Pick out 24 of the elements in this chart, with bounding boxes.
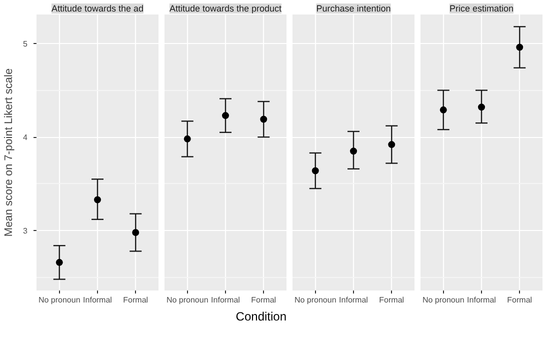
x-tick-label: Informal — [339, 296, 368, 304]
x-tick-label: Formal — [251, 296, 276, 304]
x-tick-label: Informal — [83, 296, 112, 304]
chart-title: Price estimation — [449, 4, 514, 14]
x-tick-label: Formal — [507, 296, 532, 304]
y-tick-label: 3 — [23, 226, 28, 236]
x-tick-label: No pronoun — [422, 296, 464, 304]
x-axis-title: Condition — [236, 310, 286, 324]
chart-title: Purchase intention — [316, 4, 391, 14]
x-tick-label: Informal — [211, 296, 240, 304]
chart-title: Attitude towards the ad — [51, 4, 144, 14]
x-tick-label: No pronoun — [166, 296, 208, 304]
chart-title: Attitude towards the product — [169, 4, 282, 14]
x-tick-label: Formal — [379, 296, 404, 304]
y-tick-label: 5 — [23, 40, 28, 49]
y-tick-label: 4 — [23, 133, 28, 142]
point — [132, 229, 140, 236]
y-axis-title: Mean score on 7-point Likert scale — [3, 68, 16, 237]
x-tick-label: Informal — [467, 296, 496, 304]
x-tick-label: Formal — [123, 296, 148, 304]
point — [94, 196, 101, 204]
point — [56, 258, 63, 266]
x-tick-label: No pronoun — [38, 296, 80, 304]
x-tick-label: No pronoun — [294, 296, 336, 304]
